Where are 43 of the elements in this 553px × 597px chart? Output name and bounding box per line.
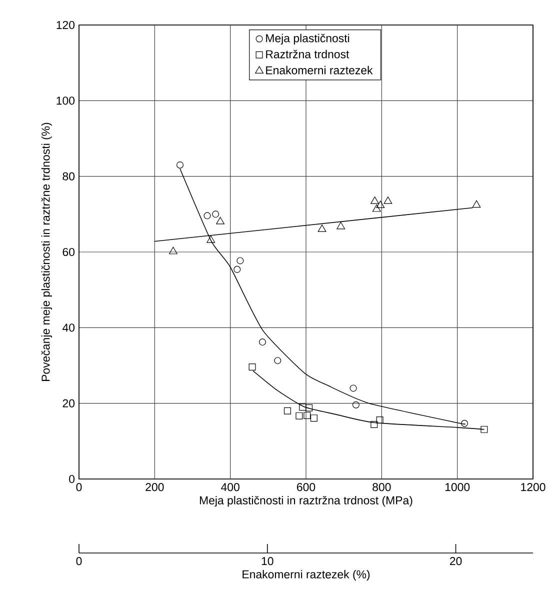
point (350, 384, 357, 392)
y-tick-label: 60 (62, 248, 75, 256)
point (310, 414, 318, 422)
point (352, 401, 360, 408)
x-tick-label: 1000 (445, 483, 470, 492)
point (480, 426, 488, 433)
point (304, 412, 311, 419)
y-tick-label: 80 (62, 172, 75, 180)
legend-label: Enakomerni raztezek (266, 66, 373, 74)
point (461, 420, 468, 427)
point (204, 212, 211, 220)
point (236, 257, 244, 264)
point (234, 266, 241, 273)
y-tick-label: 20 (62, 399, 75, 408)
y-tick-label: 0 (69, 474, 75, 484)
x-tick-label: 600 (297, 483, 316, 492)
legend-label: Raztržna trdnost (266, 50, 350, 58)
point (376, 416, 384, 424)
point (296, 412, 303, 420)
y-tick-label: 120 (56, 20, 75, 30)
x-tick-label: 400 (221, 483, 240, 492)
x2-tick-label: 0 (76, 557, 82, 566)
legend-label: Meja plastičnosti (266, 34, 350, 45)
point (370, 421, 378, 428)
point (176, 161, 184, 168)
x-tick-label: 1200 (521, 483, 546, 492)
point (284, 407, 291, 414)
point (306, 404, 313, 412)
x2-tick-label: 20 (450, 557, 462, 566)
point (212, 210, 220, 218)
point (274, 357, 282, 364)
x-tick-label: 200 (146, 483, 164, 492)
point (248, 364, 256, 371)
y-tick-label: 100 (56, 96, 75, 105)
point (299, 404, 306, 411)
y-axis-title: Povečanje meje plastičnosti in raztržne trdnosti (%) (41, 122, 52, 381)
x-tick-label: 800 (372, 483, 391, 492)
x-tick-label: 0 (76, 483, 82, 492)
y-tick-label: 40 (62, 324, 75, 332)
point (258, 338, 266, 346)
x2-tick-label: 10 (262, 557, 274, 566)
x2-axis-title: Enakomerni raztezek (%) (242, 570, 370, 581)
x-axis-title: Meja plastičnosti in raztržna trdnost (MPa) (200, 496, 412, 507)
